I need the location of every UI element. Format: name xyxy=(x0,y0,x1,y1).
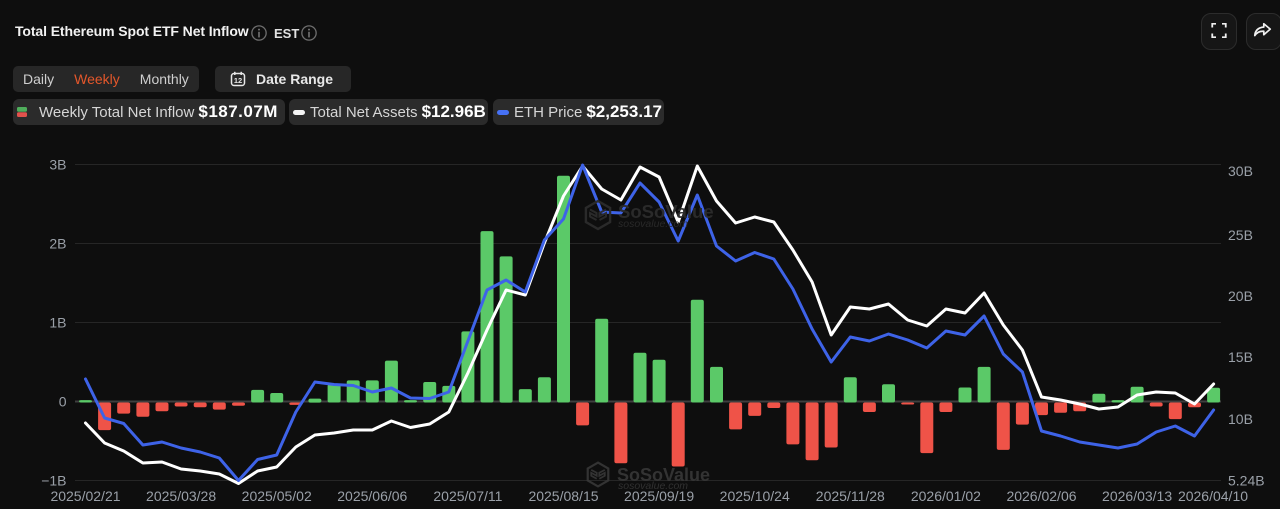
svg-text:15B: 15B xyxy=(1228,349,1253,365)
svg-text:5.24B: 5.24B xyxy=(1228,473,1265,489)
svg-text:SoSoValue: SoSoValue xyxy=(618,201,714,222)
svg-text:20B: 20B xyxy=(1228,288,1253,304)
svg-text:2026/03/13: 2026/03/13 xyxy=(1102,488,1172,504)
svg-text:1B: 1B xyxy=(49,315,66,331)
svg-text:0: 0 xyxy=(59,394,67,410)
svg-text:2026/02/06: 2026/02/06 xyxy=(1006,488,1076,504)
svg-text:2025/03/28: 2025/03/28 xyxy=(146,488,216,504)
svg-text:2B: 2B xyxy=(49,236,66,252)
svg-text:2025/11/28: 2025/11/28 xyxy=(816,488,885,504)
svg-text:10B: 10B xyxy=(1228,411,1253,427)
svg-text:2025/06/06: 2025/06/06 xyxy=(337,488,407,504)
svg-text:SoSoValue: SoSoValue xyxy=(617,465,710,485)
svg-text:2026/04/10: 2026/04/10 xyxy=(1178,488,1248,504)
svg-text:2026/01/02: 2026/01/02 xyxy=(911,488,981,504)
svg-text:2025/10/24: 2025/10/24 xyxy=(720,488,790,504)
svg-text:2025/08/15: 2025/08/15 xyxy=(528,488,598,504)
svg-text:sosovalue.com: sosovalue.com xyxy=(618,218,688,230)
svg-text:3B: 3B xyxy=(49,157,66,173)
svg-text:sosovalue.com: sosovalue.com xyxy=(618,480,688,492)
svg-text:12: 12 xyxy=(234,76,242,85)
svg-text:2025/09/19: 2025/09/19 xyxy=(624,488,694,504)
svg-text:−1B: −1B xyxy=(41,473,66,489)
svg-text:2025/02/21: 2025/02/21 xyxy=(50,488,120,504)
svg-text:30B: 30B xyxy=(1228,163,1253,179)
svg-text:2025/05/02: 2025/05/02 xyxy=(242,488,312,504)
svg-text:2025/07/11: 2025/07/11 xyxy=(433,488,502,504)
svg-text:25B: 25B xyxy=(1228,227,1253,243)
